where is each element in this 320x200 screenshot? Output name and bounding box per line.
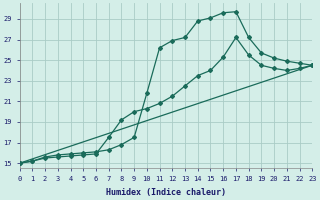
X-axis label: Humidex (Indice chaleur): Humidex (Indice chaleur)	[106, 188, 226, 197]
